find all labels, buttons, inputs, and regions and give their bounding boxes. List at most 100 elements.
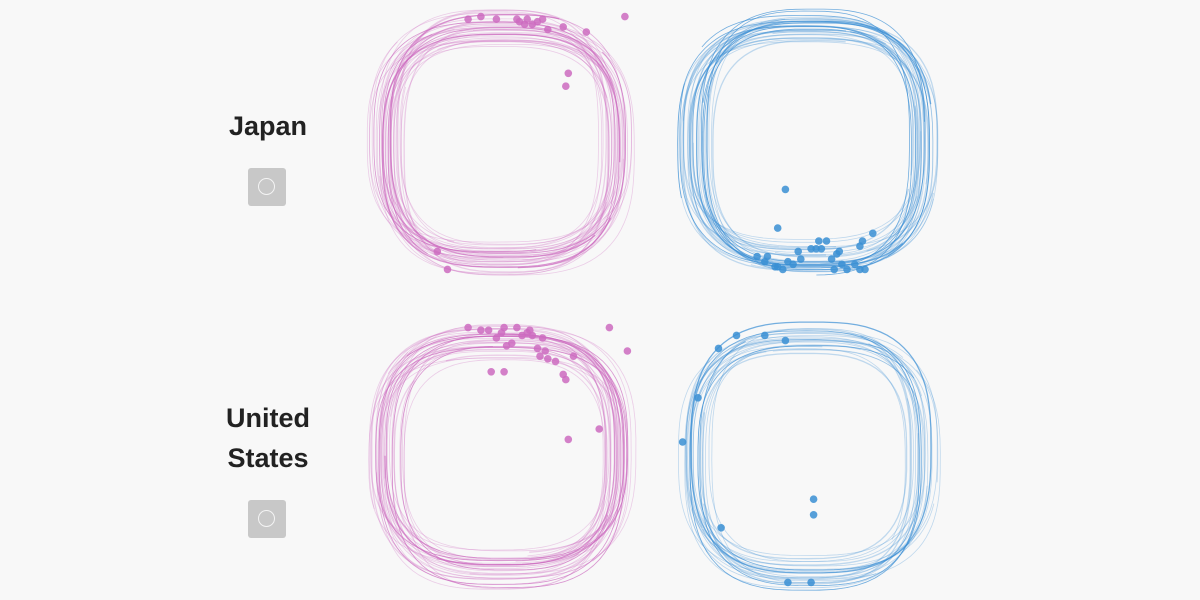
trace-line — [696, 22, 932, 267]
endpoint-dot — [433, 247, 442, 256]
trace-line — [697, 345, 915, 571]
trace-line — [388, 33, 629, 263]
toggle-button-japan[interactable] — [248, 168, 286, 206]
trace-line — [712, 40, 919, 258]
trace-line — [399, 346, 604, 565]
trace-line — [385, 29, 625, 268]
trace-line — [679, 15, 925, 265]
trace-line — [368, 331, 624, 575]
trace-line — [682, 20, 938, 256]
endpoint-dot — [779, 265, 787, 274]
trace-line — [379, 20, 626, 261]
trace-line — [703, 28, 917, 266]
trace-line — [702, 328, 912, 585]
endpoint-dot — [562, 82, 570, 90]
endpoint-dot — [815, 237, 823, 245]
endpoint-dot — [753, 252, 761, 261]
trace-line — [389, 23, 616, 275]
endpoint-dot — [732, 331, 741, 340]
trace-line — [386, 348, 611, 557]
trace-line — [369, 41, 624, 258]
trace-line — [385, 45, 610, 254]
trace-line — [711, 328, 916, 584]
trace-line — [689, 337, 923, 561]
trace-line — [400, 28, 604, 248]
trace-line — [690, 346, 914, 562]
endpoint-dot — [536, 352, 544, 361]
endpoint-dot — [513, 323, 521, 332]
trace-line — [706, 10, 910, 269]
trace-line — [682, 25, 920, 271]
endpoint-dot — [794, 247, 802, 256]
toggle-button-united-states[interactable] — [248, 500, 286, 538]
endpoint-dot — [500, 368, 508, 376]
trace-line — [702, 343, 911, 579]
trace-line — [690, 34, 915, 262]
trace-line — [371, 328, 619, 580]
trace-line — [680, 41, 929, 250]
endpoint-dot — [809, 495, 818, 504]
trace-line — [677, 360, 928, 574]
trace-line — [375, 334, 618, 561]
trace-line — [382, 39, 620, 250]
trace-line — [376, 342, 618, 580]
endpoint-dot — [492, 15, 501, 23]
trace-line — [690, 321, 932, 574]
endpoint-dot — [797, 255, 805, 263]
endpoint-dot — [869, 229, 877, 238]
trace-line — [692, 25, 914, 251]
trace-line — [366, 29, 624, 252]
endpoint-dot — [835, 247, 844, 256]
endpoint-dot — [781, 336, 790, 345]
endpoint-dot — [605, 323, 614, 332]
trace-line — [682, 26, 938, 259]
endpoint-dot — [492, 334, 501, 342]
trace-line — [687, 37, 929, 264]
trace-line — [685, 340, 939, 570]
endpoint-dot — [477, 326, 485, 335]
endpoint-dot — [694, 394, 702, 402]
trace-line — [383, 336, 606, 526]
trace-line — [379, 25, 616, 274]
trace-line — [403, 359, 606, 566]
trace-line — [370, 346, 626, 553]
endpoint-dot — [809, 511, 818, 519]
endpoint-dot — [822, 237, 831, 245]
trace-line — [689, 330, 920, 591]
endpoint-dot — [533, 344, 542, 353]
trace-line — [689, 340, 941, 580]
endpoint-dot — [564, 69, 573, 78]
trace-line — [692, 335, 904, 582]
trace-line — [390, 40, 626, 256]
endpoint-dot — [500, 323, 508, 332]
endpoint-dot — [564, 435, 573, 444]
trace-line — [691, 331, 938, 567]
endpoint-dot — [761, 331, 769, 340]
trace-line — [402, 340, 606, 560]
trace-line — [689, 33, 934, 263]
trace-line — [389, 345, 628, 552]
trace-line — [702, 25, 912, 276]
endpoint-dot — [595, 425, 603, 433]
trace-line — [396, 9, 607, 265]
endpoint-dot — [523, 15, 531, 23]
endpoint-dot — [544, 355, 552, 363]
trace-line — [403, 333, 607, 590]
trace-line — [393, 324, 612, 572]
trace-line — [381, 346, 610, 551]
trace-line — [699, 335, 922, 587]
endpoint-dot — [812, 245, 820, 253]
endpoint-dot — [582, 28, 591, 36]
trace-line — [390, 14, 625, 268]
trace-line — [383, 342, 629, 579]
trace-line — [375, 27, 618, 253]
trace-line — [706, 16, 918, 262]
trace-line — [697, 341, 920, 579]
trace-line — [708, 18, 917, 256]
trace-line — [381, 32, 632, 220]
trace-line — [705, 21, 925, 272]
endpoint-dot — [717, 524, 725, 532]
trace-line — [378, 326, 632, 579]
country-label-japan: Japan — [158, 106, 378, 146]
